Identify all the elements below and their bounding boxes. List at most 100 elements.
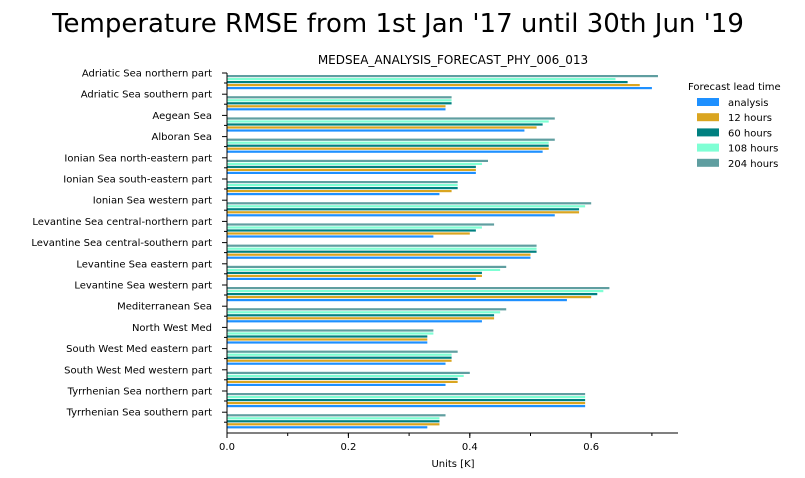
bar-204-hours-6 [227,202,592,205]
chart-subtitle: MEDSEA_ANALYSIS_FORECAST_PHY_006_013 [318,53,588,67]
category-label: Levantine Sea western part [74,281,212,292]
category-label: Alboran Sea [152,132,212,143]
bar-12-hours-5 [227,190,452,193]
bar-108-hours-5 [227,184,458,187]
bar-analysis-0 [227,87,652,90]
category-label: South West Med western part [64,365,212,376]
bar-12-hours-14 [227,380,458,383]
bar-108-hours-11 [227,311,501,314]
x-tick-label: 0.4 [462,442,478,453]
bar-204-hours-4 [227,159,489,162]
category-label: Levantine Sea eastern part [76,259,212,270]
bar-204-hours-13 [227,350,458,353]
category-label: Tyrrhenian Sea southern part [66,408,213,419]
bar-60-hours-3 [227,144,549,147]
legend-title: Forecast lead time [688,82,781,93]
bar-60-hours-10 [227,293,598,296]
bar-analysis-10 [227,299,567,302]
bar-12-hours-15 [227,402,586,405]
bar-60-hours-6 [227,208,580,211]
bar-108-hours-8 [227,247,537,250]
bar-analysis-2 [227,129,525,132]
legend-swatch [697,113,719,122]
category-label: Mediterranean Sea [117,302,212,313]
bar-analysis-1 [227,108,446,111]
bar-108-hours-9 [227,268,501,271]
bar-204-hours-5 [227,181,458,184]
bar-108-hours-15 [227,396,586,399]
bar-12-hours-10 [227,296,592,299]
bar-60-hours-13 [227,356,452,359]
bar-204-hours-8 [227,244,537,247]
bar-108-hours-1 [227,99,452,102]
bar-108-hours-3 [227,141,549,144]
bar-204-hours-16 [227,414,446,417]
bar-60-hours-9 [227,271,482,274]
bars-group [227,75,658,429]
bar-60-hours-16 [227,420,440,423]
category-label: Adriatic Sea southern part [81,90,212,101]
x-axis-label: Units [K] [431,459,474,470]
bar-108-hours-2 [227,120,549,123]
bar-204-hours-12 [227,329,434,332]
legend: Forecast lead time analysis 12 hours 60 ho… [688,82,781,170]
category-label: Ionian Sea south-eastern part [63,175,212,186]
bar-204-hours-14 [227,371,470,374]
bar-analysis-11 [227,320,482,323]
bar-analysis-12 [227,341,428,344]
category-label: Aegean Sea [152,111,212,122]
bar-analysis-6 [227,214,555,217]
category-label: Tyrrhenian Sea northern part [67,387,212,398]
bar-60-hours-4 [227,165,476,168]
bar-analysis-16 [227,426,428,429]
x-tick-label: 0.2 [340,442,356,453]
legend-label: 204 hours [728,159,778,170]
bar-108-hours-10 [227,290,604,293]
bar-60-hours-14 [227,377,458,380]
category-label: Levantine Sea central-northern part [32,217,212,228]
bar-12-hours-8 [227,253,531,256]
chart-title: Temperature RMSE from 1st Jan '17 until … [51,9,744,39]
bar-12-hours-11 [227,317,495,320]
bar-204-hours-0 [227,75,658,78]
legend-label: analysis [728,98,769,109]
legend-label: 108 hours [728,144,778,155]
bar-analysis-14 [227,383,446,386]
bar-108-hours-12 [227,332,434,335]
bar-12-hours-6 [227,211,580,214]
bar-analysis-13 [227,362,446,365]
bar-60-hours-2 [227,123,543,126]
legend-swatch [697,143,719,152]
bar-204-hours-2 [227,117,555,120]
bar-108-hours-0 [227,78,616,81]
category-labels: Adriatic Sea northern part Adriatic Sea s… [31,69,227,423]
category-label: Adriatic Sea northern part [82,69,212,80]
bar-204-hours-3 [227,138,555,141]
bar-12-hours-13 [227,359,452,362]
x-tick-label: 0.0 [219,442,235,453]
category-label: Ionian Sea western part [93,196,212,207]
legend-swatch [697,158,719,167]
bar-60-hours-11 [227,314,495,317]
bar-204-hours-10 [227,287,610,290]
bar-204-hours-7 [227,223,495,226]
bar-analysis-5 [227,193,440,196]
bar-108-hours-14 [227,374,464,377]
bar-204-hours-11 [227,308,507,311]
bar-60-hours-5 [227,187,458,190]
bar-108-hours-7 [227,226,482,229]
bar-analysis-9 [227,277,476,280]
bar-12-hours-0 [227,84,640,87]
bar-12-hours-16 [227,423,440,426]
bar-108-hours-16 [227,417,440,420]
bar-60-hours-15 [227,399,586,402]
bar-204-hours-15 [227,393,586,396]
bar-60-hours-7 [227,229,476,232]
legend-swatch [697,98,719,106]
bar-12-hours-2 [227,126,537,129]
category-label: North West Med [132,323,212,334]
bar-12-hours-4 [227,168,476,171]
category-label: South West Med eastern part [66,344,212,355]
legend-swatch [697,128,719,137]
